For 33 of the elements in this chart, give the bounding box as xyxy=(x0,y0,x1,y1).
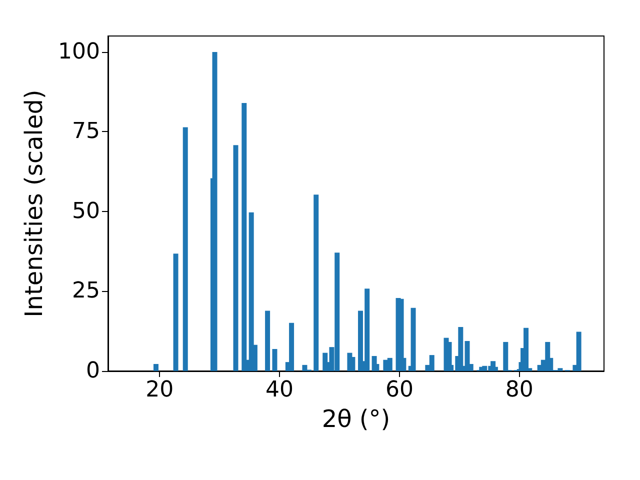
bar xyxy=(212,52,218,371)
y-tick-label: 100 xyxy=(58,39,100,64)
bar xyxy=(350,356,356,371)
bar xyxy=(265,310,270,371)
bar xyxy=(482,366,488,371)
bar xyxy=(173,254,178,371)
bar xyxy=(576,332,582,371)
bar xyxy=(503,342,508,371)
bar xyxy=(387,358,392,371)
bar xyxy=(524,328,529,371)
x-tick-label: 20 xyxy=(146,378,174,402)
x-tick-label: 40 xyxy=(266,378,294,402)
bar xyxy=(464,341,470,371)
bar xyxy=(272,348,278,371)
x-tick-label: 80 xyxy=(505,378,534,402)
bar xyxy=(153,364,158,371)
y-tick-label: 0 xyxy=(86,358,100,384)
bar xyxy=(410,308,416,371)
bar xyxy=(233,145,238,371)
bar xyxy=(429,355,434,371)
bar xyxy=(248,212,254,371)
bar xyxy=(242,103,247,371)
y-tick-label: 25 xyxy=(72,278,100,304)
y-axis-title: Intensities (scaled) xyxy=(20,90,48,318)
bar xyxy=(458,326,464,371)
bar xyxy=(302,364,308,371)
x-tick-label: 60 xyxy=(385,378,414,402)
bar xyxy=(289,322,294,371)
y-tick-label: 50 xyxy=(72,198,100,224)
bar xyxy=(314,194,319,371)
y-tick-label: 75 xyxy=(72,119,100,144)
x-axis-title: 2θ (°) xyxy=(322,405,390,433)
bar xyxy=(182,127,188,371)
